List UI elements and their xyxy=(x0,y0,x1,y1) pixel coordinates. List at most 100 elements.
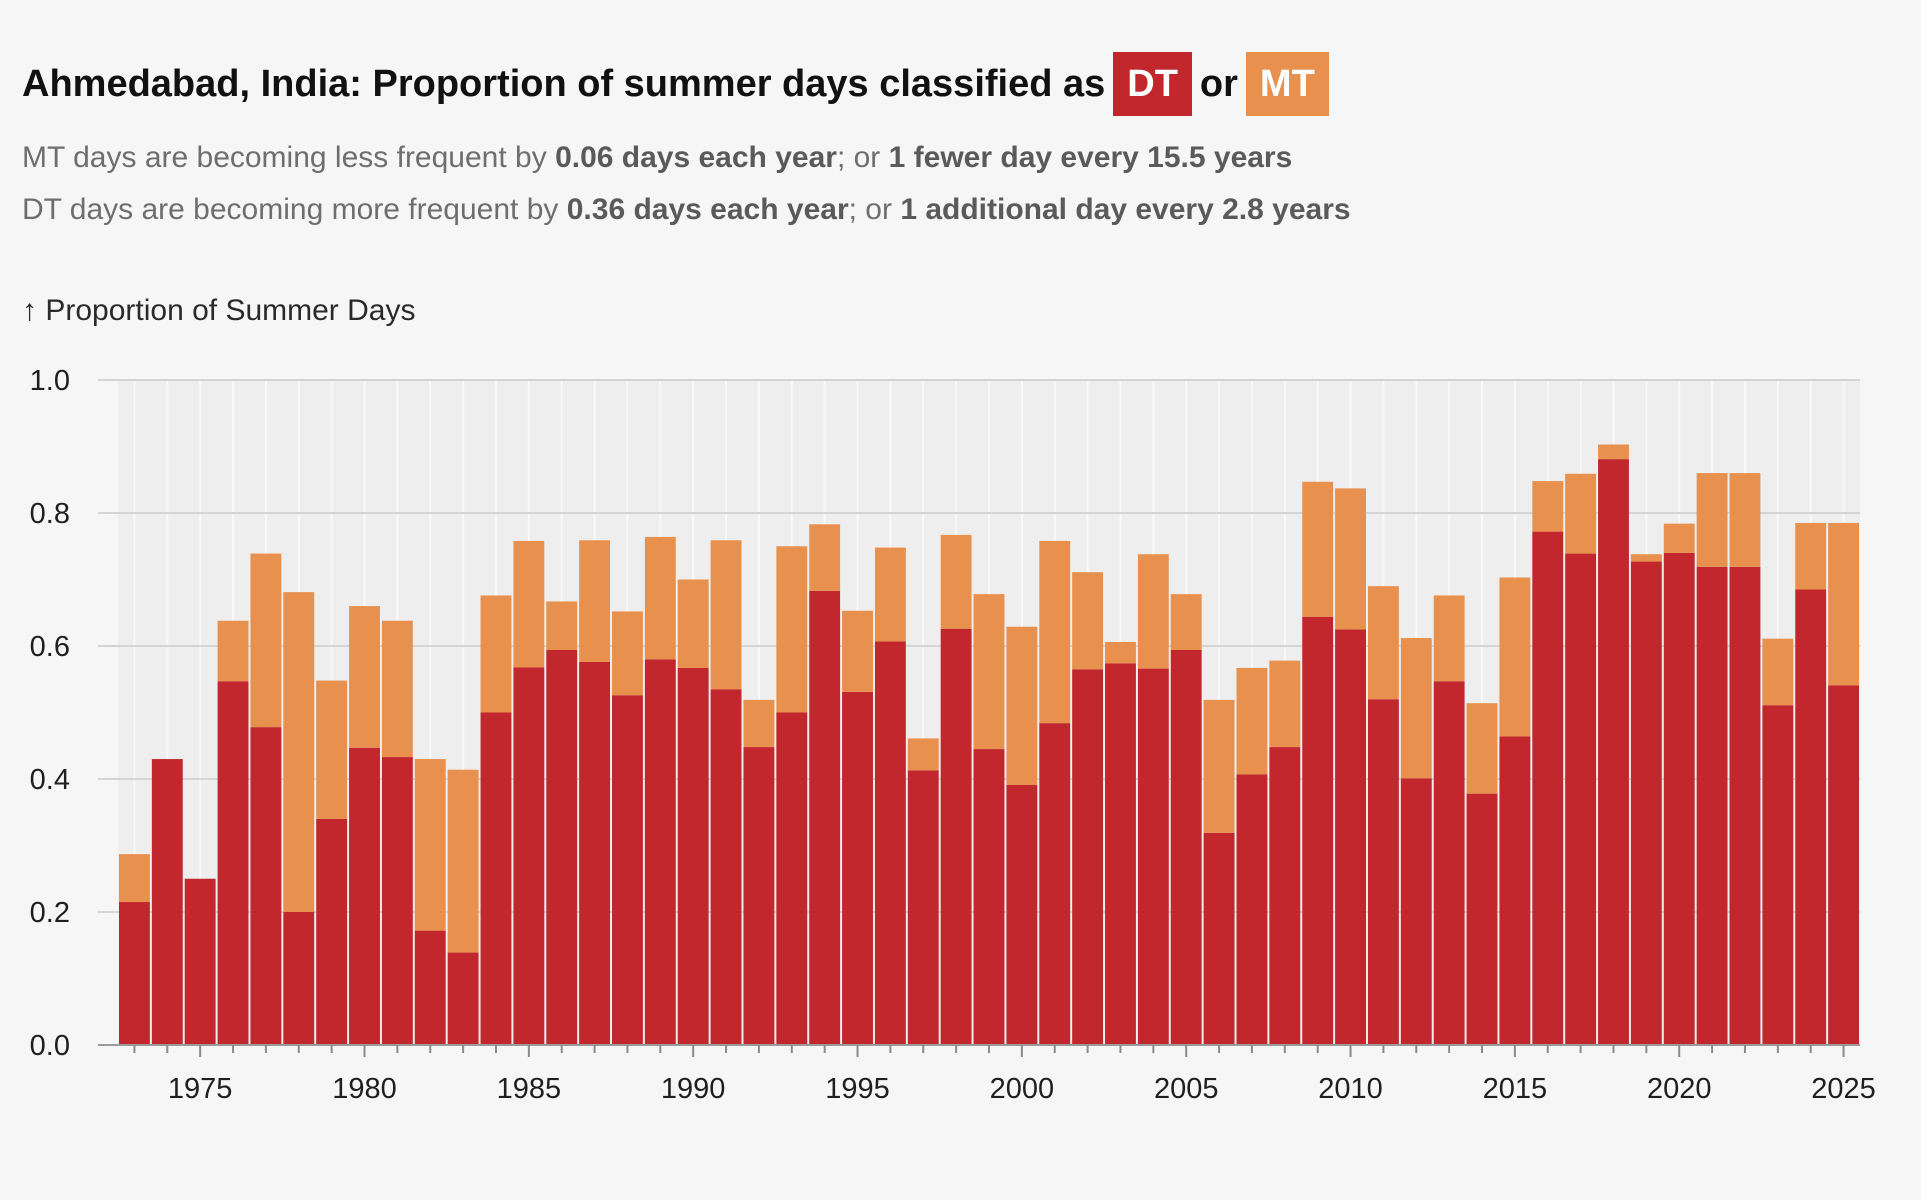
bar-mt xyxy=(1598,444,1629,460)
bar-mt xyxy=(1302,481,1334,617)
bar-dt xyxy=(874,641,906,1045)
bar-mt xyxy=(119,854,150,903)
bar-dt xyxy=(1302,616,1334,1045)
x-tick-label: 2015 xyxy=(1483,1073,1548,1105)
y-tick-label: 1.0 xyxy=(30,365,70,397)
bar-mt xyxy=(1696,473,1728,567)
bar-mt xyxy=(1367,586,1399,700)
bar-mt xyxy=(1630,554,1662,562)
x-tick-label: 2000 xyxy=(990,1073,1055,1105)
bar-mt xyxy=(677,579,709,668)
bar-dt xyxy=(612,695,643,1045)
y-axis-title: ↑ Proportion of Summer Days xyxy=(22,294,416,327)
subtitle-mt-rate: 0.06 days each year xyxy=(555,141,837,174)
bar-mt xyxy=(546,601,578,650)
bar-dt xyxy=(250,727,282,1045)
bar-dt xyxy=(1663,552,1695,1045)
subtitle-mt-summary: 1 fewer day every 15.5 years xyxy=(888,141,1293,174)
bar-dt xyxy=(1105,663,1136,1045)
bar-mt xyxy=(1828,522,1859,686)
bar-mt xyxy=(842,610,873,692)
y-tick-label: 0.0 xyxy=(30,1030,70,1062)
bar-dt xyxy=(1039,723,1071,1045)
bar-mt xyxy=(381,620,413,758)
bar-dt xyxy=(217,681,249,1045)
bar-dt xyxy=(1433,681,1465,1045)
bar-mt xyxy=(1565,473,1597,554)
bar-mt xyxy=(809,524,841,591)
bar-mt xyxy=(743,699,775,748)
bar-mt xyxy=(940,534,972,629)
bar-dt xyxy=(809,590,841,1045)
bar-dt xyxy=(283,912,315,1045)
bar-dt xyxy=(842,691,873,1045)
bar-dt xyxy=(119,902,150,1045)
bar-dt xyxy=(1630,561,1662,1045)
x-tick-label: 1980 xyxy=(332,1073,397,1105)
bar-dt xyxy=(1072,669,1104,1045)
subtitle-dt-pre: DT days are becoming more frequent by xyxy=(22,193,559,226)
bar-mt xyxy=(316,680,348,819)
bar-dt xyxy=(677,667,709,1045)
bar-dt xyxy=(1170,649,1202,1045)
bar-dt xyxy=(480,712,512,1045)
bar-dt xyxy=(1762,705,1794,1045)
bar-dt xyxy=(1795,589,1827,1045)
bar-mt xyxy=(1335,488,1366,630)
bar-dt xyxy=(1598,459,1629,1045)
bar-mt xyxy=(1532,481,1564,532)
bar-mt xyxy=(907,738,939,771)
bar-dt xyxy=(1236,774,1268,1045)
legend-mt-badge: MT xyxy=(1245,52,1329,116)
bar-mt xyxy=(776,546,808,713)
bar-mt xyxy=(1729,473,1761,567)
subtitle-dt-summary: 1 additional day every 2.8 years xyxy=(900,193,1351,226)
chart-title-text: Ahmedabad, India: Proportion of summer d… xyxy=(22,62,1106,105)
bar-dt xyxy=(1532,531,1564,1045)
bar-dt xyxy=(1335,629,1366,1045)
bar-dt xyxy=(973,749,1005,1045)
bar-dt xyxy=(1367,699,1399,1045)
subtitle-dt-mid: ; or xyxy=(848,193,892,226)
bar-mt xyxy=(1006,626,1038,785)
bar-mt xyxy=(349,606,380,748)
bar-dt xyxy=(1565,553,1597,1045)
bar-mt xyxy=(1663,523,1695,553)
y-tick-label: 0.6 xyxy=(30,631,70,663)
bar-mt xyxy=(1137,554,1169,669)
bar-mt xyxy=(1499,577,1531,737)
bar-dt xyxy=(1400,778,1432,1045)
bar-mt xyxy=(414,759,446,931)
x-tick-label: 1990 xyxy=(661,1073,726,1105)
bar-dt xyxy=(743,747,775,1045)
bar-dt xyxy=(1729,566,1761,1045)
subtitle-dt-rate: 0.36 days each year xyxy=(566,193,849,226)
bar-dt xyxy=(1466,793,1498,1045)
bar-dt xyxy=(710,689,742,1045)
bar-dt xyxy=(513,667,545,1045)
bar-mt xyxy=(973,594,1005,750)
chart-title: Ahmedabad, India: Proportion of summer d… xyxy=(22,52,1337,116)
bar-mt xyxy=(447,769,479,953)
bar-mt xyxy=(1170,594,1202,650)
bar-dt xyxy=(907,770,939,1045)
bar-mt xyxy=(644,536,676,660)
bar-dt xyxy=(1696,566,1728,1045)
bar-mt xyxy=(1039,540,1071,724)
x-tick-label: 1995 xyxy=(825,1073,890,1105)
bar-dt xyxy=(349,747,380,1045)
bar-dt xyxy=(644,659,676,1045)
bar-mt xyxy=(874,547,906,642)
subtitle-mt-pre: MT days are becoming less frequent by xyxy=(22,141,547,174)
legend-dt-badge: DT xyxy=(1113,52,1192,116)
bar-dt xyxy=(1006,784,1038,1045)
bar-dt xyxy=(1269,747,1301,1045)
bar-dt xyxy=(381,757,413,1045)
x-tick-label: 2010 xyxy=(1318,1073,1383,1105)
chart-title-or: or xyxy=(1199,62,1238,105)
bar-dt xyxy=(151,759,183,1045)
bar-dt xyxy=(1203,832,1235,1045)
subtitle-mt-trend: MT days are becoming less frequent by 0.… xyxy=(22,141,1292,175)
bar-mt xyxy=(283,592,315,912)
